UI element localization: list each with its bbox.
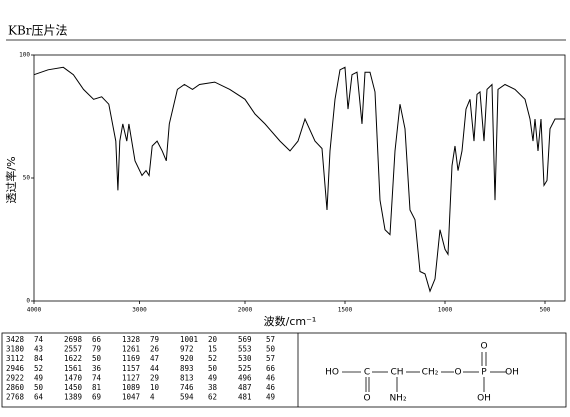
peak-transmittance: 49 [208,373,217,382]
peak-transmittance: 64 [34,393,44,402]
peak-transmittance: 10 [150,383,160,392]
peak-transmittance: 38 [208,383,218,392]
structure-label: P [481,368,487,378]
peak-transmittance: 66 [266,364,276,373]
peak-wavenumber: 2922 [6,373,24,382]
peak-wavenumber: 525 [238,364,252,373]
structure-label: HO [325,368,339,378]
structure-label: CH [390,368,403,378]
peak-transmittance: 52 [34,364,43,373]
peak-transmittance: 36 [92,364,102,373]
peak-transmittance: 74 [92,373,102,382]
peak-wavenumber: 2946 [6,364,25,373]
peak-transmittance: 57 [266,354,275,363]
structure-label: OH [477,394,491,404]
peak-wavenumber: 1169 [122,354,140,363]
x-tick-label: 3000 [132,307,147,314]
peak-transmittance: 46 [266,383,276,392]
peak-transmittance: 4 [150,393,155,402]
peak-wavenumber: 3112 [6,354,24,363]
y-tick-label: 50 [23,175,31,182]
peak-wavenumber: 1328 [122,335,141,344]
peak-wavenumber: 496 [238,373,252,382]
peak-transmittance: 62 [208,393,217,402]
peak-wavenumber: 1261 [122,345,140,354]
peak-wavenumber: 1127 [122,373,140,382]
peak-wavenumber: 2557 [64,345,82,354]
peak-transmittance: 50 [266,345,276,354]
peak-wavenumber: 481 [238,393,252,402]
peak-transmittance: 49 [266,393,275,402]
peak-transmittance: 84 [34,354,44,363]
peak-wavenumber: 1157 [122,364,140,373]
peak-transmittance: 47 [150,354,159,363]
peak-transmittance: 29 [150,373,159,382]
peak-wavenumber: 1470 [64,373,83,382]
peak-wavenumber: 594 [180,393,194,402]
structure-bonds [342,352,506,392]
x-tick-label: 1500 [338,307,353,314]
peak-transmittance: 26 [150,345,160,354]
structure-label: CH₂ [422,368,439,378]
plot-frame [33,54,566,302]
peak-wavenumber: 530 [238,354,252,363]
peak-transmittance: 50 [208,364,218,373]
peak-transmittance: 69 [92,393,101,402]
x-tick-label: 4000 [27,307,42,314]
peak-wavenumber: 569 [238,335,252,344]
peak-transmittance: 20 [208,335,218,344]
peak-transmittance: 49 [34,373,43,382]
peak-wavenumber: 3180 [6,345,25,354]
structure-label: O [454,368,461,378]
peak-transmittance: 57 [266,335,275,344]
y-tick-label: 0 [26,298,30,305]
peak-wavenumber: 553 [238,345,252,354]
chart-title: KBr压片法 [8,24,68,38]
peak-transmittance: 74 [34,335,44,344]
peak-transmittance: 50 [34,383,44,392]
structure-label: O [363,394,370,404]
peak-wavenumber: 2698 [64,335,83,344]
peak-wavenumber: 1389 [64,393,82,402]
peak-wavenumber: 1450 [64,383,83,392]
structure-label: NH₂ [389,394,407,404]
peak-transmittance: 79 [92,345,101,354]
y-axis-label: 透过率/% [4,156,18,203]
structure-label: O [480,342,487,352]
table-frame [1,332,567,408]
peak-wavenumber: 1047 [122,393,140,402]
peak-wavenumber: 3428 [6,335,25,344]
peak-wavenumber: 1089 [122,383,140,392]
peak-transmittance: 46 [266,373,276,382]
peak-transmittance: 79 [150,335,159,344]
structure-label: C [364,368,370,378]
peak-wavenumber: 1561 [64,364,82,373]
peak-transmittance: 15 [208,345,217,354]
peak-wavenumber: 487 [238,383,252,392]
peak-wavenumber: 920 [180,354,194,363]
peak-wavenumber: 746 [180,383,194,392]
x-tick-label: 2000 [238,307,253,314]
peak-transmittance: 44 [150,364,160,373]
peak-wavenumber: 1001 [180,335,198,344]
peak-wavenumber: 2768 [6,393,25,402]
peak-transmittance: 50 [92,354,102,363]
peak-wavenumber: 972 [180,345,194,354]
y-tick-label: 100 [19,52,30,59]
x-tick-label: 500 [540,307,551,314]
x-tick-label: 1000 [438,307,453,314]
peak-transmittance: 66 [92,335,102,344]
peak-wavenumber: 2860 [6,383,25,392]
peak-transmittance: 43 [34,345,43,354]
peak-transmittance: 81 [92,383,101,392]
peak-wavenumber: 893 [180,364,194,373]
peak-transmittance: 52 [208,354,217,363]
structure-label: OH [505,368,519,378]
x-axis-label: 波数/cm⁻¹ [264,315,317,328]
peak-wavenumber: 1622 [64,354,82,363]
spectrum-line [33,66,565,293]
peak-wavenumber: 813 [180,373,194,382]
